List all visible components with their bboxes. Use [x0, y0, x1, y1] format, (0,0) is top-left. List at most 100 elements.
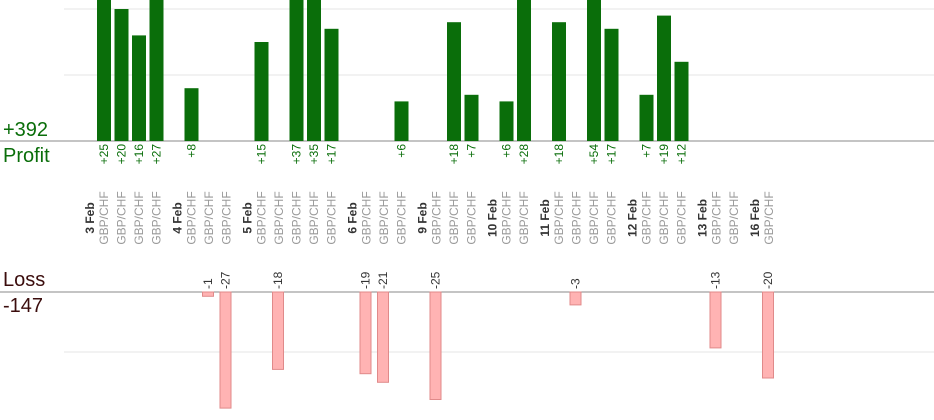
profit-value-label: +25: [97, 144, 111, 165]
pair-label: GBP/CHF: [500, 191, 514, 244]
pair-label: GBP/CHF: [430, 191, 444, 244]
profit-bar: [394, 101, 409, 141]
loss-label: Loss: [3, 269, 46, 291]
pair-label: GBP/CHF: [675, 191, 689, 244]
profit-value-label: +16: [132, 144, 146, 165]
profit-bar: [254, 42, 269, 141]
loss-bar: [709, 291, 722, 349]
pair-label: GBP/CHF: [377, 191, 391, 244]
profit-label: Profit: [3, 145, 50, 167]
profit-value-label: +19: [657, 144, 671, 165]
date-label: 11 Feb: [538, 199, 552, 236]
profit-bar: [464, 94, 479, 141]
profit-bar: [114, 9, 129, 141]
pair-label: GBP/CHF: [517, 191, 531, 244]
profit-bar: [639, 94, 654, 141]
loss-value-label: -1: [201, 278, 215, 289]
profit-value-label: +8: [185, 144, 199, 158]
profit-bar: [604, 28, 619, 141]
profit-value-label: +7: [640, 144, 654, 158]
loss-value-label: -18: [271, 271, 285, 289]
pair-label: GBP/CHF: [290, 191, 304, 244]
profit-bar: [289, 0, 304, 141]
pair-label: GBP/CHF: [132, 191, 146, 244]
profit-value-label: +27: [150, 144, 164, 165]
profit-value-label: +20: [115, 144, 129, 165]
profit-bar: [517, 0, 531, 142]
profit-bar: [149, 0, 164, 141]
profit-bar: [97, 0, 111, 141]
pair-label: GBP/CHF: [465, 191, 479, 244]
profit-bar: [307, 0, 321, 141]
loss-bar: [429, 291, 442, 400]
loss-value-label: -20: [761, 271, 775, 289]
pair-label: GBP/CHF: [360, 191, 374, 244]
date-label: 13 Feb: [696, 199, 710, 237]
pair-label: GBP/CHF: [325, 191, 339, 244]
profit-value-label: +7: [465, 144, 479, 158]
pair-label: GBP/CHF: [307, 191, 321, 244]
loss-value-label: -3: [569, 278, 583, 289]
profit-value-label: +17: [605, 144, 619, 165]
pair-label: GBP/CHF: [570, 191, 584, 244]
pair-label: GBP/CHF: [605, 191, 619, 244]
date-label: 5 Feb: [241, 202, 255, 233]
profit-bar: [447, 22, 461, 142]
profit-value-label: +6: [395, 144, 409, 158]
profit-value-label: +15: [255, 144, 269, 165]
profit-value-label: +12: [675, 144, 689, 165]
profit-bar: [657, 15, 671, 142]
loss-value-label: -19: [359, 271, 373, 289]
loss-bar: [219, 291, 232, 409]
profit-bar: [552, 22, 566, 142]
profit-bar: [674, 61, 689, 141]
pair-label: GBP/CHF: [202, 191, 216, 244]
date-label: 16 Feb: [748, 199, 762, 237]
pair-label: GBP/CHF: [727, 191, 741, 244]
profit-value-label: +6: [500, 144, 514, 158]
profit-value-label: +28: [517, 144, 531, 165]
profit-total: +392: [3, 119, 49, 141]
date-label: 10 Feb: [486, 199, 500, 237]
profit-value-label: +17: [325, 144, 339, 165]
profit-bar: [184, 88, 199, 141]
profit-value-label: +54: [587, 144, 601, 165]
date-label: 3 Feb: [83, 202, 97, 233]
pair-label: GBP/CHF: [150, 191, 164, 244]
profit-value-label: +18: [447, 144, 461, 165]
date-label: 12 Feb: [626, 199, 640, 237]
loss-bar: [762, 291, 774, 379]
pair-label: GBP/CHF: [587, 191, 601, 244]
date-label: 4 Feb: [171, 202, 185, 233]
pair-label: GBP/CHF: [97, 191, 111, 244]
loss-value-label: -13: [709, 271, 723, 289]
pair-label: GBP/CHF: [447, 191, 461, 244]
pair-label: GBP/CHF: [272, 191, 286, 244]
pair-label: GBP/CHF: [710, 191, 724, 244]
pair-label: GBP/CHF: [185, 191, 199, 244]
profit-bar: [132, 35, 146, 141]
profit-value-label: +35: [307, 144, 321, 165]
loss-value-label: -25: [429, 271, 443, 289]
loss-value-label: -27: [219, 271, 233, 289]
date-label: 9 Feb: [416, 202, 430, 233]
pair-label: GBP/CHF: [220, 191, 234, 244]
pair-label: GBP/CHF: [640, 191, 654, 244]
loss-total: -147: [3, 295, 44, 317]
profit-bar: [587, 0, 601, 141]
loss-bar: [359, 291, 372, 375]
pair-label: GBP/CHF: [115, 191, 129, 244]
profit-bar: [324, 28, 339, 141]
profit-bar: [499, 101, 514, 141]
loss-bar: [202, 291, 214, 297]
profit-value-label: +37: [290, 144, 304, 165]
loss-bar: [272, 291, 284, 370]
pair-label: GBP/CHF: [255, 191, 269, 244]
pair-label: GBP/CHF: [657, 191, 671, 244]
date-label: 6 Feb: [346, 202, 360, 233]
pair-label: GBP/CHF: [395, 191, 409, 244]
profit-value-label: +18: [552, 144, 566, 165]
pair-label: GBP/CHF: [552, 191, 566, 244]
pair-label: GBP/CHF: [762, 191, 776, 244]
